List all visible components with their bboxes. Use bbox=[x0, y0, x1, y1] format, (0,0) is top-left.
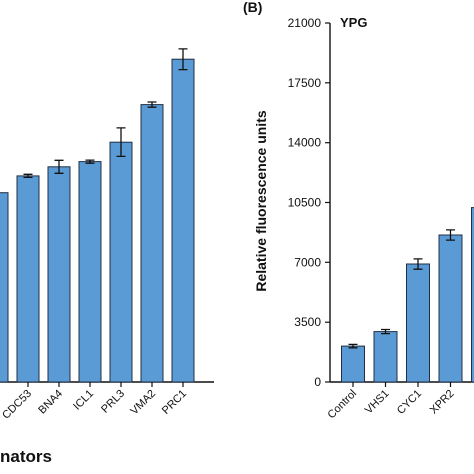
a-prl3-bar bbox=[109, 141, 133, 383]
a-icl1-bar bbox=[78, 161, 102, 383]
b-control-tick-label: Control bbox=[326, 388, 360, 422]
b-cyc1-error-bar bbox=[413, 258, 423, 270]
a-prc1-tick-label: PRC1 bbox=[160, 388, 189, 417]
b-y-tick-label-7000: 7000 bbox=[294, 255, 321, 269]
a-cdc53-bar bbox=[16, 175, 40, 383]
a-prl3-error-bar bbox=[116, 127, 126, 158]
panel-b-category-labels: ControlVHS1CYC1XPR2M bbox=[326, 382, 457, 422]
b-m-bar bbox=[471, 207, 474, 383]
a-icl1-tick-label: ICL1 bbox=[71, 388, 96, 413]
a-vma2-bar bbox=[140, 104, 164, 383]
b-y-tick-label-14000: 14000 bbox=[288, 136, 322, 150]
b-vhs1-tick-label: VHS1 bbox=[363, 388, 392, 417]
panel-a-bars bbox=[0, 48, 195, 383]
a-prc1-error-bar bbox=[178, 48, 188, 71]
b-y-tick-label-10500: 10500 bbox=[288, 196, 322, 210]
panel-b-label: (B) bbox=[243, 0, 262, 15]
b-vhs1-error-bar bbox=[381, 328, 390, 335]
b-cyc1-tick-label: CYC1 bbox=[395, 388, 424, 417]
a-bna4-error-bar bbox=[54, 159, 64, 174]
panel-b-y-ticks: 0 3500 7000 10500 14000 17500 21000 bbox=[288, 16, 330, 389]
a-cdc53-error-bar bbox=[23, 173, 33, 179]
a-bna4-bar bbox=[47, 166, 71, 383]
panel-b-bars bbox=[341, 207, 474, 383]
panel-b-bar-chart: (B) YPG Relative fluorescence units 0 350… bbox=[243, 0, 474, 421]
b-y-tick-label-3500: 3500 bbox=[294, 315, 321, 329]
b-xpr2-error-bar bbox=[446, 229, 455, 241]
b-xpr2-tick-label: XPR2 bbox=[428, 388, 457, 417]
panel-b-title: YPG bbox=[340, 15, 367, 30]
b-control-error-bar bbox=[348, 343, 358, 349]
b-y-tick-label-0: 0 bbox=[314, 375, 321, 389]
b-cyc1-bar bbox=[406, 263, 430, 383]
b-xpr2-bar bbox=[438, 234, 463, 383]
a-s-bar bbox=[0, 192, 9, 383]
a-vma2-error-bar bbox=[147, 101, 157, 108]
a-cdc53-tick-label: CDC53 bbox=[0, 388, 34, 422]
b-vhs1-bar bbox=[373, 331, 398, 383]
panel-b-y-axis-title: Relative fluorescence units bbox=[253, 110, 269, 292]
b-y-tick-label-21000: 21000 bbox=[288, 16, 322, 30]
b-control-bar bbox=[341, 345, 365, 383]
a-icl1-error-bar bbox=[85, 159, 95, 164]
b-y-tick-label-17500: 17500 bbox=[288, 76, 322, 90]
a-vma2-tick-label: VMA2 bbox=[128, 388, 158, 418]
a-s-tick-label: S bbox=[0, 388, 3, 402]
a-prl3-tick-label: PRL3 bbox=[99, 388, 127, 416]
a-prc1-bar bbox=[171, 58, 195, 383]
panel-a-x-axis-title: nators bbox=[0, 447, 52, 466]
a-bna4-tick-label: BNA4 bbox=[36, 388, 65, 417]
